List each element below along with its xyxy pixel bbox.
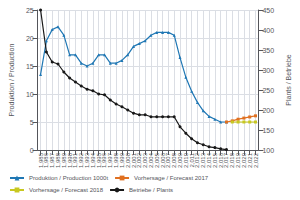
svg-text:2,012: 2,012 <box>194 153 201 168</box>
svg-text:1,996: 1,996 <box>101 153 108 168</box>
svg-text:2,000: 2,000 <box>124 153 131 168</box>
svg-text:1,997: 1,997 <box>107 153 114 168</box>
svg-text:200: 200 <box>262 107 274 114</box>
svg-text:2,010: 2,010 <box>182 153 189 168</box>
svg-text:2,005: 2,005 <box>153 153 160 168</box>
svg-text:10: 10 <box>26 91 34 98</box>
svg-text:1,999: 1,999 <box>118 153 125 168</box>
svg-text:2,008: 2,008 <box>171 153 178 168</box>
svg-text:Vorhersage / Forecast 2018: Vorhersage / Forecast 2018 <box>29 187 104 193</box>
svg-text:2,003: 2,003 <box>142 153 149 168</box>
svg-text:Produktion / Production: Produktion / Production <box>8 44 15 117</box>
svg-text:2,009: 2,009 <box>177 153 183 168</box>
svg-text:2,018: 2,018 <box>229 153 236 168</box>
svg-text:1,986: 1,986 <box>43 153 50 168</box>
svg-text:25: 25 <box>26 7 34 14</box>
svg-text:250: 250 <box>262 87 274 94</box>
svg-text:2,019: 2,019 <box>235 153 242 168</box>
svg-text:1,988: 1,988 <box>55 153 61 168</box>
svg-text:2,007: 2,007 <box>165 153 172 168</box>
svg-text:2,021: 2,021 <box>246 153 253 168</box>
svg-text:2,020: 2,020 <box>240 153 247 168</box>
svg-text:1,987: 1,987 <box>49 153 56 168</box>
svg-text:100: 100 <box>262 147 274 154</box>
svg-text:1,995: 1,995 <box>95 153 102 168</box>
svg-text:1,989: 1,989 <box>60 153 67 168</box>
svg-text:Betriebe / Plants: Betriebe / Plants <box>129 187 173 193</box>
svg-text:2,014: 2,014 <box>206 153 212 168</box>
svg-text:Produktion / Production 1000t: Produktion / Production 1000t <box>29 175 108 181</box>
svg-text:150: 150 <box>262 127 274 134</box>
svg-text:2,011: 2,011 <box>188 153 195 168</box>
svg-text:2,006: 2,006 <box>159 153 166 168</box>
svg-text:1,992: 1,992 <box>78 153 85 168</box>
svg-text:2,004: 2,004 <box>148 153 154 168</box>
svg-text:Vorhersage / Forecast 2017: Vorhersage / Forecast 2017 <box>134 175 209 181</box>
svg-text:5: 5 <box>30 119 34 126</box>
svg-text:2,015: 2,015 <box>211 153 218 168</box>
svg-text:1,991: 1,991 <box>72 153 79 168</box>
svg-text:1,990: 1,990 <box>66 153 73 168</box>
svg-text:400: 400 <box>262 27 274 34</box>
svg-text:2,002: 2,002 <box>136 153 143 168</box>
svg-text:20: 20 <box>26 35 34 42</box>
svg-text:350: 350 <box>262 47 274 54</box>
svg-text:0: 0 <box>30 147 34 154</box>
svg-text:1,985: 1,985 <box>37 153 44 168</box>
svg-text:2,022: 2,022 <box>253 152 259 168</box>
svg-text:2,001: 2,001 <box>130 153 137 168</box>
svg-text:1,994: 1,994 <box>89 153 96 168</box>
svg-text:2,013: 2,013 <box>200 153 207 168</box>
svg-text:2,016: 2,016 <box>217 153 224 168</box>
svg-text:15: 15 <box>26 63 34 70</box>
svg-text:300: 300 <box>262 67 274 74</box>
svg-text:2,017: 2,017 <box>223 153 230 168</box>
svg-text:1,993: 1,993 <box>84 153 91 168</box>
svg-text:Plants / Betriebe: Plants / Betriebe <box>285 54 292 105</box>
svg-text:450: 450 <box>262 7 274 14</box>
svg-text:1,998: 1,998 <box>113 153 120 168</box>
